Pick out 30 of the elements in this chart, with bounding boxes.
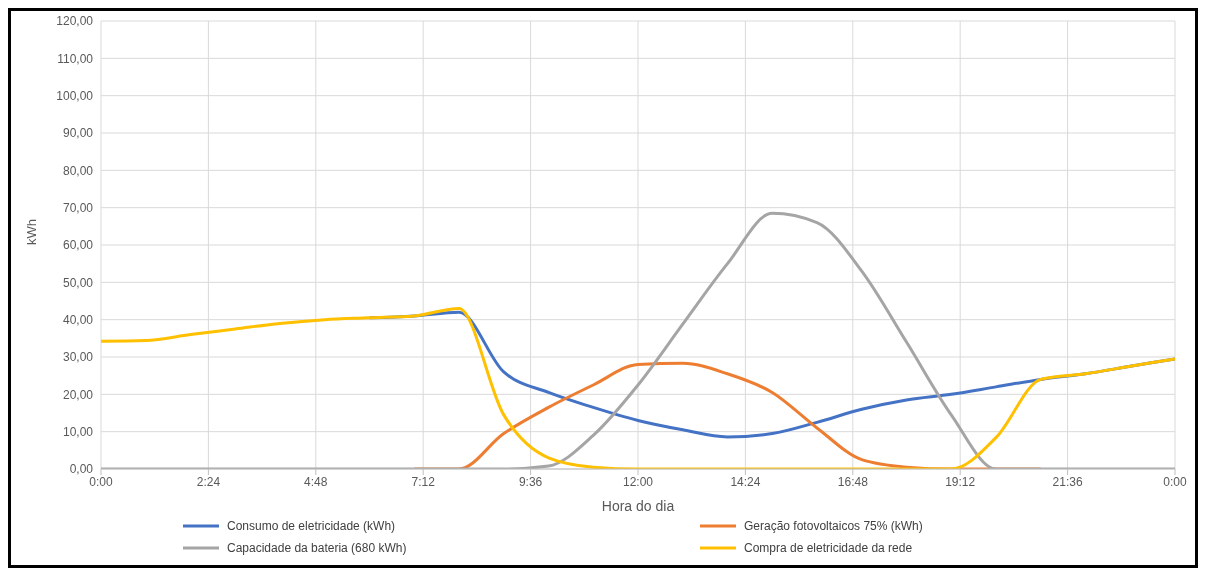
x-tick-label: 0:00 xyxy=(1163,474,1187,489)
y-tick-label: 120,00 xyxy=(56,14,94,29)
y-tick-label: 60,00 xyxy=(62,238,94,253)
y-tick-label: 10,00 xyxy=(62,424,94,439)
y-tick-label: 70,00 xyxy=(62,200,94,215)
x-tick-label: 4:48 xyxy=(304,474,328,489)
y-tick-label: 100,00 xyxy=(56,88,94,103)
x-tick-label: 21:36 xyxy=(1052,474,1083,489)
y-tick-label: 80,00 xyxy=(62,163,94,178)
legend-label: Consumo de eletricidade (kWh) xyxy=(227,519,396,533)
x-tick-label: 16:48 xyxy=(837,474,869,489)
y-tick-label: 50,00 xyxy=(62,275,94,290)
y-tick-label: 90,00 xyxy=(62,126,94,141)
legend-label: Capacidade da bateria (680 kWh) xyxy=(227,541,407,555)
y-tick-label: 20,00 xyxy=(62,387,94,402)
legend-label: Compra de eletricidade da rede xyxy=(744,541,913,555)
x-tick-label: 14:24 xyxy=(730,474,761,489)
x-tick-label: 12:00 xyxy=(622,474,654,489)
x-tick-label: 9:36 xyxy=(518,474,543,489)
y-tick-label: 0,00 xyxy=(69,462,94,477)
legend-label: Geração fotovoltaicos 75% (kWh) xyxy=(744,519,923,533)
x-tick-label: 0:00 xyxy=(89,474,113,489)
x-tick-label: 7:12 xyxy=(411,474,436,489)
y-axis-title: kWh xyxy=(23,219,39,245)
x-tick-label: 2:24 xyxy=(196,474,221,489)
x-tick-label: 19:12 xyxy=(945,474,976,489)
y-tick-label: 40,00 xyxy=(62,312,94,327)
x-axis-title: Hora do dia xyxy=(601,498,675,514)
y-tick-label: 110,00 xyxy=(57,51,94,66)
y-tick-label: 30,00 xyxy=(62,350,94,365)
